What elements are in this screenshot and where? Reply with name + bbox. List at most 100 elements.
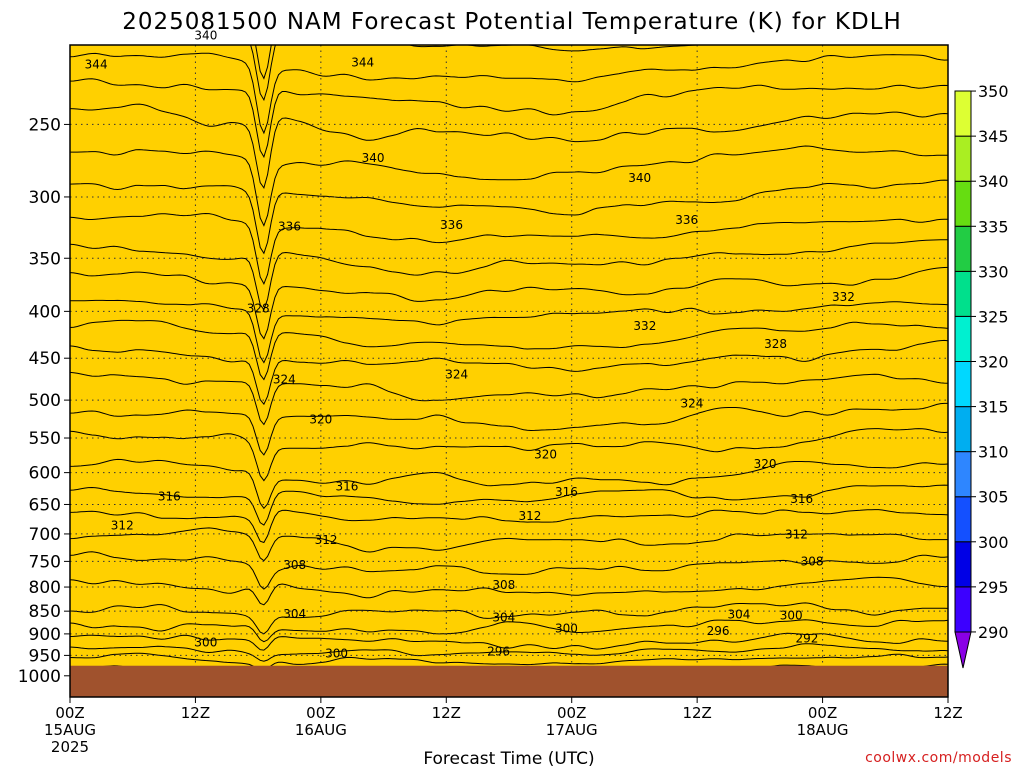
isentrope-318 [70, 428, 948, 482]
isentrope-320 [70, 402, 948, 456]
isentrope-296 [70, 652, 948, 671]
x-tick-label: 12Z [181, 704, 210, 722]
svg-text:316: 316 [555, 485, 578, 499]
svg-text:336: 336 [440, 218, 463, 232]
x-tick-label: 15AUG [44, 721, 96, 739]
colorbar-swatch [954, 225, 972, 272]
contour-label: 308 [492, 578, 515, 592]
contour-label: 312 [785, 528, 808, 542]
colorbar-swatch [954, 135, 972, 182]
isentrope-326 [70, 319, 948, 381]
colorbar-label: 335 [978, 217, 1009, 236]
y-tick-label: 600 [29, 464, 61, 484]
contour-labels: 340 344 344 340 340 336 336 336 332 332 328 328 324 3… [85, 29, 855, 661]
y-tick-label: 650 [29, 495, 61, 515]
svg-text:292: 292 [795, 632, 818, 646]
plot-area: 340 344 344 340 340 336 336 336 332 332 328 328 324 3… [69, 29, 949, 698]
contour-label: 316 [790, 492, 813, 506]
svg-text:340: 340 [194, 29, 217, 43]
y-tick-label: 550 [29, 429, 61, 449]
svg-text:332: 332 [832, 290, 855, 304]
colorbar-swatch [954, 90, 972, 137]
colorbar-label: 310 [978, 443, 1009, 462]
colorbar-swatch [954, 406, 972, 453]
svg-text:336: 336 [278, 219, 301, 233]
contour-label: 312 [518, 509, 541, 523]
svg-text:320: 320 [754, 457, 777, 471]
isentrope-332 [70, 239, 948, 311]
svg-text:316: 316 [336, 479, 359, 493]
pressure-axis: 250 300 350 400 450 500 550 600 650 700 750 800 850 9… [18, 115, 70, 687]
svg-text:320: 320 [534, 447, 557, 461]
svg-text:304: 304 [492, 611, 515, 625]
x-tick-label: 00Z [808, 704, 837, 722]
contour-label: 292 [795, 632, 818, 646]
isentrope-330 [70, 266, 948, 340]
svg-text:308: 308 [492, 578, 515, 592]
svg-text:340: 340 [628, 171, 651, 185]
isentrope-316 [70, 458, 948, 510]
y-tick-label: 450 [29, 349, 61, 369]
contour-label: 340 [362, 151, 385, 165]
svg-text:320: 320 [309, 413, 332, 427]
colorbar-swatch [954, 451, 972, 498]
contour-label: 320 [309, 413, 332, 427]
isentrope-322 [70, 371, 948, 426]
contour-label: 336 [440, 218, 463, 232]
isentrope-334 [70, 212, 948, 285]
svg-text:296: 296 [707, 624, 730, 638]
y-tick-label: 300 [29, 188, 61, 208]
svg-text:328: 328 [764, 337, 787, 351]
y-tick-label: 250 [29, 115, 61, 135]
contour-label: 316 [555, 485, 578, 499]
contour-label: 296 [707, 624, 730, 638]
x-tick-label: 00Z [306, 704, 335, 722]
svg-text:324: 324 [273, 373, 296, 387]
svg-text:308: 308 [283, 558, 306, 572]
contour-label: 344 [351, 56, 374, 70]
svg-text:312: 312 [315, 533, 338, 547]
x-tick-label: 12Z [432, 704, 461, 722]
plot-frame [69, 44, 949, 698]
colorbar-swatch [954, 270, 972, 317]
svg-text:324: 324 [680, 396, 703, 410]
x-axis-title: Forecast Time (UTC) [423, 749, 594, 768]
colorbar-swatch [954, 315, 972, 362]
svg-text:312: 312 [785, 528, 808, 542]
contour-label: 324 [680, 396, 703, 410]
colorbar-swatch [954, 586, 972, 633]
ground-below-surface [70, 665, 948, 697]
contour-label: 308 [801, 554, 824, 568]
svg-text:300: 300 [194, 636, 217, 650]
colorbar-label: 330 [978, 262, 1009, 281]
isentrope-314 [70, 484, 948, 526]
svg-text:316: 316 [158, 489, 181, 503]
contour-label: 312 [111, 518, 134, 532]
x-tick-label: 00Z [557, 704, 586, 722]
isentrope-302 [70, 619, 948, 643]
isentrope-342 [70, 78, 948, 159]
contour-label: 316 [336, 479, 359, 493]
contour-label: 340 [194, 29, 217, 43]
x-tick-label: 12Z [682, 704, 711, 722]
svg-text:312: 312 [111, 518, 134, 532]
contour-label: 336 [675, 213, 698, 227]
isentrope-298 [70, 643, 948, 662]
colorbar-label: 340 [978, 172, 1009, 191]
y-tick-label: 400 [29, 302, 61, 322]
colorbar: 290 295 300 305 310 315 320 325 330 335 340 345 350 [954, 82, 1009, 669]
contour-label: 332 [832, 290, 855, 304]
contour-label: 328 [764, 337, 787, 351]
colorbar-label: 325 [978, 307, 1009, 326]
x-tick-label: 00Z [55, 704, 84, 722]
svg-text:304: 304 [727, 607, 750, 621]
contour-label: 304 [727, 607, 750, 621]
contour-label: 320 [754, 457, 777, 471]
svg-text:300: 300 [780, 608, 803, 622]
contour-label: 316 [158, 489, 181, 503]
y-tick-label: 750 [29, 552, 61, 572]
colorbar-swatch [954, 541, 972, 588]
colorbar-label: 315 [978, 398, 1009, 417]
